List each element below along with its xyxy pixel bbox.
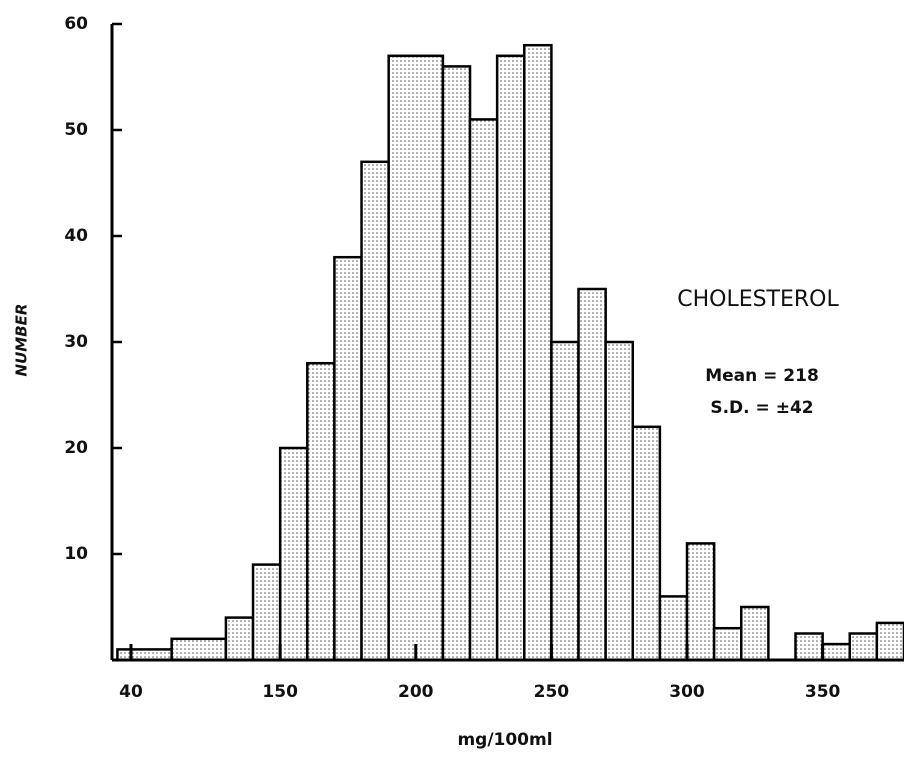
bar [387, 54, 445, 662]
y-tick-label: 40 [64, 226, 88, 246]
y-tick-label: 50 [64, 120, 88, 140]
bar [577, 287, 607, 662]
bar [712, 626, 743, 662]
bar [306, 361, 336, 662]
bar [278, 446, 309, 662]
x-axis-label: mg/100ml [457, 730, 552, 750]
annotation-sd: S.D. = ±42 [710, 398, 813, 418]
x-tick-label: 250 [534, 682, 570, 702]
bar [550, 340, 580, 662]
bar [821, 642, 852, 662]
bar [495, 54, 526, 662]
x-tick-label: 200 [398, 682, 434, 702]
y-tick-label: 20 [64, 438, 88, 458]
bar [631, 425, 662, 662]
bar [333, 255, 363, 662]
bar [685, 542, 716, 662]
y-tick-label: 60 [64, 14, 88, 34]
y-axis-label: NUMBER [13, 304, 31, 377]
y-tick-label: 30 [64, 332, 88, 352]
bar [523, 43, 553, 662]
bar [116, 648, 173, 662]
bar [658, 595, 689, 662]
x-tick-label: 300 [669, 682, 705, 702]
bar [224, 616, 255, 662]
bar [604, 340, 635, 662]
bar [441, 65, 472, 662]
annotation-title: CHOLESTEROL [677, 287, 839, 312]
bar [740, 605, 770, 662]
x-tick-label: 40 [119, 682, 143, 702]
annotation-mean: Mean = 218 [705, 366, 819, 386]
y-tick-label: 10 [64, 544, 88, 564]
bar [848, 632, 879, 662]
bar [170, 637, 228, 662]
bar [794, 632, 824, 662]
x-tick-label: 150 [262, 682, 298, 702]
bar [360, 160, 390, 662]
bar [251, 563, 282, 662]
bar [875, 621, 904, 662]
bar [468, 118, 499, 662]
x-tick-label: 350 [805, 682, 841, 702]
